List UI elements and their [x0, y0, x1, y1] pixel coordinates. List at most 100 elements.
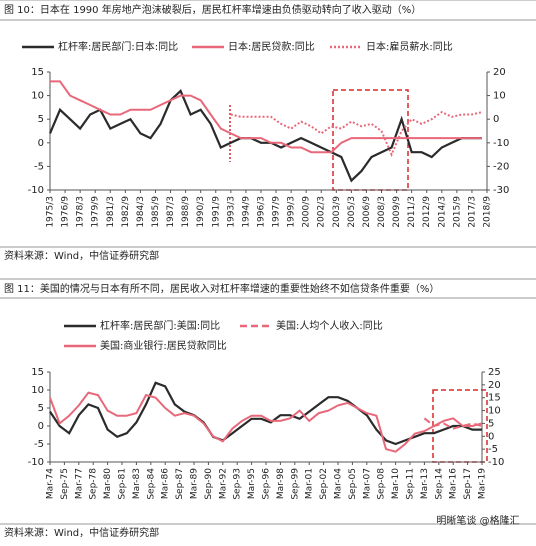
- x-tick-label: 1976/9: [61, 196, 71, 228]
- y-tick-label: 0: [38, 421, 44, 432]
- x-tick-label: Mar-89: [190, 468, 200, 499]
- series-line: [49, 391, 483, 453]
- y-tick-label: -5: [34, 439, 44, 450]
- x-tick-label: 1979/9: [91, 196, 101, 228]
- y-tick-label: -10: [28, 185, 44, 196]
- x-tick-label: Mar-10: [391, 468, 401, 499]
- y2-tick-label: 10: [488, 406, 501, 417]
- x-tick-label: 2006/9: [362, 196, 372, 228]
- series-line: [50, 80, 482, 154]
- x-tick-label: Sep-05: [348, 468, 358, 500]
- x-tick-label: Mar-16: [449, 468, 459, 499]
- y-tick-label: 5: [38, 403, 44, 414]
- y2-tick-label: -20: [493, 161, 509, 172]
- x-tick-label: Mar-01: [305, 468, 315, 499]
- x-tick-label: Mar-86: [161, 468, 171, 499]
- x-tick-label: 2000/9: [302, 196, 312, 228]
- y-tick-label: 5: [38, 114, 44, 125]
- x-tick-label: Sep-78: [89, 468, 99, 500]
- x-tick-label: Mar-95: [247, 468, 257, 499]
- x-tick-label: 2005/3: [347, 196, 357, 228]
- x-tick-label: Sep-96: [262, 468, 272, 500]
- y-tick-label: 10: [31, 385, 44, 396]
- y-tick-label: -10: [28, 457, 44, 468]
- y2-tick-label: 0: [493, 114, 499, 125]
- legend-label: 美国:人均个人收入:同比: [276, 319, 383, 332]
- y2-tick-label: -5: [488, 444, 498, 455]
- x-tick-label: 2008/3: [377, 196, 387, 228]
- x-tick-label: 1991/9: [211, 196, 221, 228]
- x-tick-label: Sep-11: [406, 468, 416, 500]
- legend-label: 日本:居民贷款:同比: [228, 40, 315, 53]
- x-tick-label: 1987/3: [166, 196, 176, 228]
- y2-tick-label: 0: [488, 431, 494, 442]
- x-tick-label: 2009/9: [392, 196, 402, 228]
- y2-tick-label: -10: [488, 457, 504, 468]
- x-tick-label: Sep-99: [290, 468, 300, 500]
- y-tick-label: 15: [31, 367, 44, 378]
- x-tick-label: Mar-13: [420, 468, 430, 499]
- x-tick-label: Sep-84: [146, 468, 156, 500]
- x-tick-label: Mar-92: [218, 468, 228, 499]
- x-tick-label: 1996/3: [256, 196, 266, 228]
- x-tick-label: 2003/9: [332, 196, 342, 228]
- x-tick-label: 2014/3: [437, 196, 447, 228]
- x-tick-label: 1975/3: [46, 196, 56, 228]
- x-tick-label: 2017/3: [467, 196, 477, 228]
- source-note: 资料来源：Wind，中信证券研究部: [4, 249, 159, 262]
- x-tick-label: 1982/9: [121, 196, 131, 228]
- x-tick-label: 1985/9: [151, 196, 161, 228]
- x-tick-label: Sep-17: [463, 468, 473, 500]
- x-tick-label: 1994/9: [241, 196, 251, 228]
- chart-title: 图 11：美国的情况与日本有所不同，居民收入对杠杆率增速的重要性始终不如信贷条件…: [4, 282, 439, 295]
- y2-tick-label: -10: [493, 138, 509, 149]
- x-tick-label: 2011/3: [407, 196, 417, 228]
- y-tick-label: 0: [38, 138, 44, 149]
- y-tick-label: -5: [34, 161, 44, 172]
- x-tick-label: Mar-83: [132, 468, 142, 499]
- legend-label: 杠杆率:居民部门:日本:同比: [58, 40, 178, 53]
- y2-tick-label: 5: [488, 418, 494, 429]
- x-tick-label: Sep-08: [377, 468, 387, 500]
- x-tick-label: Sep-90: [204, 468, 214, 500]
- series-line: [230, 110, 483, 158]
- x-tick-label: 1997/9: [272, 196, 282, 228]
- y2-tick-label: 20: [488, 380, 501, 391]
- x-tick-label: 1988/9: [181, 196, 191, 228]
- watermark: 明晰笔谈 @格隆汇: [436, 514, 519, 527]
- x-tick-label: Mar-74: [46, 468, 56, 499]
- x-tick-label: 2002/3: [317, 196, 327, 228]
- chart-title: 图 10：日本在 1990 年房地产泡沫破裂后，居民杠杆率增速由负债驱动转向了收…: [4, 3, 421, 16]
- x-tick-label: Mar-80: [103, 468, 113, 499]
- x-tick-label: 1978/3: [76, 196, 86, 228]
- legend-label: 日本:雇员薪水:同比: [366, 40, 453, 53]
- x-tick-label: 2012/9: [422, 196, 432, 228]
- x-tick-label: Sep-75: [60, 468, 70, 500]
- x-tick-label: Mar-19: [478, 468, 488, 499]
- x-tick-label: 2018/9: [483, 196, 493, 228]
- x-tick-label: Mar-07: [362, 468, 372, 499]
- x-tick-label: Mar-98: [276, 468, 286, 499]
- x-tick-label: Sep-02: [319, 468, 329, 500]
- x-tick-label: Sep-93: [233, 468, 243, 500]
- x-tick-label: 1993/3: [226, 196, 236, 228]
- x-tick-label: 2015/9: [452, 196, 462, 228]
- series-line: [48, 89, 482, 183]
- x-tick-label: Sep-87: [175, 468, 185, 500]
- x-tick-label: Sep-14: [434, 468, 444, 500]
- legend-label: 杠杆率:居民部门:美国:同比: [100, 319, 220, 332]
- x-tick-label: Mar-77: [74, 468, 84, 499]
- x-tick-label: Sep-81: [118, 468, 128, 500]
- x-tick-label: 1981/3: [106, 196, 116, 228]
- y2-tick-label: 10: [493, 91, 506, 102]
- y-tick-label: 10: [31, 91, 44, 102]
- x-tick-label: Mar-04: [334, 468, 344, 499]
- x-tick-label: 1999/3: [287, 196, 297, 228]
- source-note: 资料来源：Wind，中信证券研究部: [4, 526, 159, 539]
- y2-tick-label: -30: [493, 185, 509, 196]
- x-tick-label: 1984/3: [136, 196, 146, 228]
- legend-label: 美国:商业银行:居民贷款同比: [100, 339, 227, 352]
- y2-tick-label: 20: [493, 67, 506, 78]
- y2-tick-label: 15: [488, 393, 501, 404]
